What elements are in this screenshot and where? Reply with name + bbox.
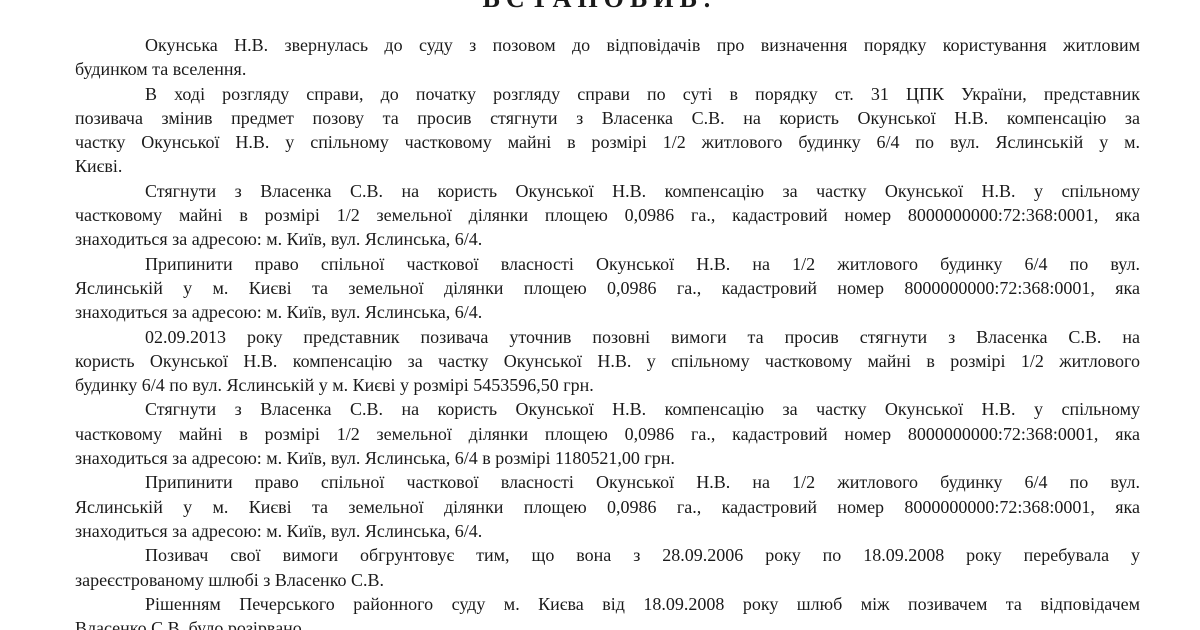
paragraph: Окунська Н.В. звернулась до суду з позов… [75, 33, 1140, 82]
text-line: Окунська Н.В. звернулась до суду з позов… [145, 35, 1140, 55]
text-line: знаходиться за адресою: м. Київ, вул. Яс… [75, 448, 675, 469]
text-line: Стягнути з Власенка С.В. на користь Окун… [145, 399, 1140, 420]
document-body: Окунська Н.В. звернулась до суду з позов… [75, 33, 1140, 630]
text-line: Позивач свої вимоги обгрунтовує тим, що … [145, 545, 1140, 566]
text-line: Яслинській у м. Києві та земельної ділян… [75, 496, 1140, 517]
text-line: знаходиться за адресою: м. Київ, вул. Яс… [75, 229, 483, 250]
text-line: зареєстрованому шлюбі з Власенко С.В. [75, 569, 385, 590]
text-line: Власенко С.В. було розірвано. [75, 618, 307, 630]
text-line: користь Окунської Н.В. компенсацію за ча… [75, 350, 1140, 371]
text-line: Рішенням Печерського районного суду м. К… [145, 593, 1140, 614]
paragraph: Позивач свої вимоги обгрунтовує тим, що … [75, 543, 1140, 592]
text-line: В ході розгляду справи, до початку розгл… [145, 83, 1140, 104]
paragraph: Стягнути з Власенка С.В. на користь Окун… [75, 179, 1140, 252]
paragraph: Припинити право спільної часткової власн… [75, 252, 1140, 325]
text-line: знаходиться за адресою: м. Київ, вул. Яс… [75, 302, 483, 323]
text-line: Припинити право спільної часткової власн… [145, 472, 1140, 493]
paragraph: Стягнути з Власенка С.В. на користь Окун… [75, 397, 1140, 470]
text-line: 02.09.2013 року представник позивача уто… [145, 326, 1140, 347]
paragraph: Припинити право спільної часткової власн… [75, 470, 1140, 543]
text-line: будинку 6/4 по вул. Яслинській у м. Києв… [75, 375, 594, 396]
text-line: частковому майні в розмірі 1/2 земельної… [75, 423, 1140, 444]
text-line: Стягнути з Власенка С.В. на користь Окун… [145, 180, 1140, 201]
text-line: будинком та вселення. [75, 59, 247, 80]
text-line: позивача змінив предмет позову та просив… [75, 107, 1140, 128]
paragraph: 02.09.2013 року представник позивача уто… [75, 325, 1140, 398]
text-line: Припинити право спільної часткової власн… [145, 253, 1140, 274]
text-line: Києві. [75, 156, 123, 177]
text-line: Яслинській у м. Києві та земельної ділян… [75, 277, 1140, 298]
paragraph: В ході розгляду справи, до початку розгл… [75, 82, 1140, 179]
heading: ВСТАНОВИВ: [0, 0, 1200, 14]
text-line: частковому майні в розмірі 1/2 земельної… [75, 205, 1140, 226]
text-line: знаходиться за адресою: м. Київ, вул. Яс… [75, 520, 483, 541]
paragraph: Рішенням Печерського районного суду м. К… [75, 592, 1140, 630]
text-line: частку Окунської Н.В. у спільному частко… [75, 132, 1140, 153]
